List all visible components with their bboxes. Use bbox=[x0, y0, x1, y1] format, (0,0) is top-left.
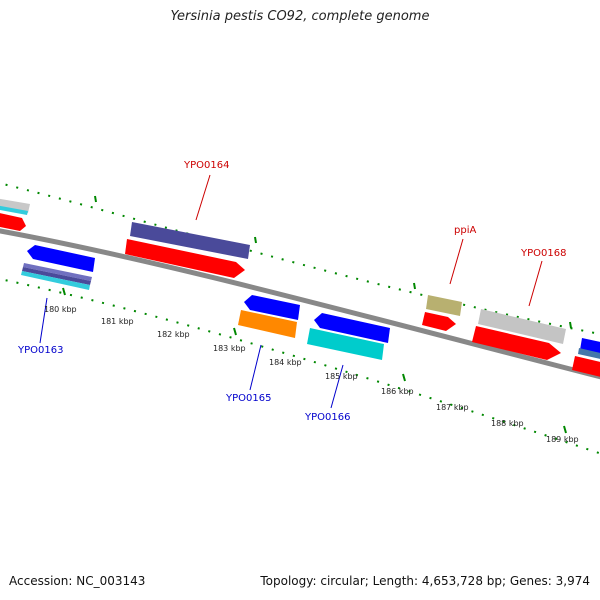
tick-label: 184 kbp bbox=[269, 358, 302, 367]
gene-label-YPO0168: YPO0168 bbox=[520, 248, 566, 259]
gene-ppiA-olive bbox=[426, 295, 462, 316]
tick-label: 180 kbp bbox=[44, 305, 77, 314]
gene-YPO0162-cyan bbox=[0, 205, 28, 215]
tick-label: 187 kbp bbox=[436, 403, 469, 412]
forward-features bbox=[0, 198, 600, 377]
gene-right-steel bbox=[578, 348, 600, 359]
gene-YPO0163-stack-1 bbox=[23, 263, 92, 281]
gene-label-YPO0163: YPO0163 bbox=[17, 345, 63, 356]
gene-label-ppiA: ppiA bbox=[454, 225, 476, 236]
outer-tick-ring bbox=[0, 182, 600, 336]
tick-label: 189 kbp bbox=[546, 435, 579, 444]
tick-label: 188 kbp bbox=[491, 419, 524, 428]
gene-YPO0163-stack-2 bbox=[22, 267, 91, 285]
tick-label: 185 kbp bbox=[325, 372, 358, 381]
gene-YPO0165-blue bbox=[244, 295, 300, 320]
tick-label: 181 kbp bbox=[101, 317, 134, 326]
inner-tick-ring bbox=[0, 278, 600, 455]
gene-red-partial bbox=[0, 213, 26, 231]
gene-YPO0165-orange bbox=[238, 310, 297, 338]
gene-ppiA-red bbox=[422, 312, 456, 331]
accession-text: Accession: NC_003143 bbox=[9, 574, 146, 588]
reverse-features bbox=[21, 245, 390, 360]
gene-YPO0168-gray bbox=[478, 309, 566, 344]
tick-labels: 180 kbp 181 kbp 182 kbp 183 kbp 184 kbp … bbox=[44, 305, 579, 444]
gene-YPO0163-stack-3 bbox=[21, 271, 90, 290]
map-title: Yersinia pestis CO92, complete genome bbox=[170, 9, 430, 24]
tick-label: 183 kbp bbox=[213, 344, 246, 353]
gene-label-YPO0166: YPO0166 bbox=[304, 412, 350, 423]
gene-YPO0166-cyan bbox=[307, 328, 384, 360]
gene-label-YPO0164: YPO0164 bbox=[183, 160, 229, 171]
gene-YPO0162-partial bbox=[0, 198, 30, 213]
tick-label: 186 kbp bbox=[381, 387, 414, 396]
gene-YPO0164-red bbox=[125, 239, 245, 278]
genome-backbone bbox=[0, 228, 600, 380]
gene-YPO0166-blue bbox=[314, 313, 390, 343]
gene-right-red bbox=[572, 356, 600, 377]
label-leaders bbox=[39, 174, 543, 409]
gene-YPO0163-blue bbox=[27, 245, 95, 272]
genome-summary-text: Topology: circular; Length: 4,653,728 bp… bbox=[260, 574, 590, 588]
gene-YPO0168-red bbox=[472, 326, 561, 360]
gene-label-YPO0165: YPO0165 bbox=[225, 393, 271, 404]
gene-YPO0164-purple bbox=[130, 222, 250, 259]
tick-label: 182 kbp bbox=[157, 330, 190, 339]
gene-labels: YPO0164 ppiA YPO0168 YPO0163 YPO0165 YPO… bbox=[17, 160, 566, 423]
